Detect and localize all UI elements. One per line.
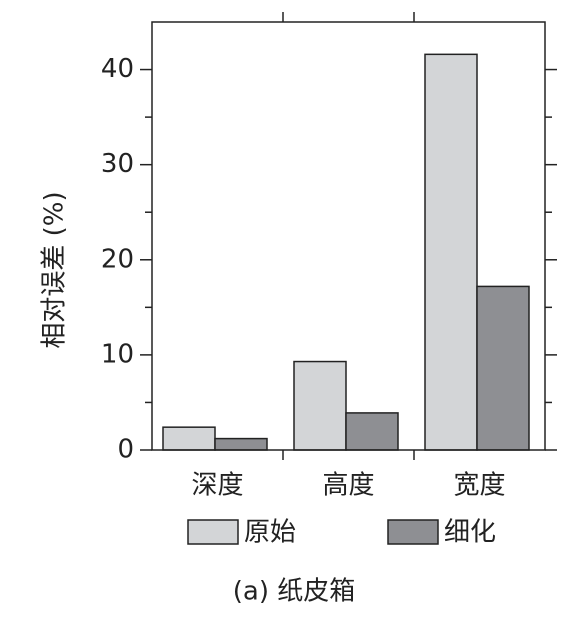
bar xyxy=(476,285,530,451)
y-tick-label: 20 xyxy=(101,244,134,274)
y-tick-label: 30 xyxy=(101,149,134,179)
y-tick-label: 0 xyxy=(117,435,134,465)
x-tick-label: 宽度 xyxy=(453,471,505,501)
bar xyxy=(162,426,216,451)
x-tick-label: 高度 xyxy=(322,471,374,501)
legend-swatch xyxy=(387,519,439,545)
x-tick-label: 深度 xyxy=(191,471,243,501)
y-axis-label: 相对误差 (%) xyxy=(40,191,70,348)
legend-swatch xyxy=(187,519,239,545)
caption: (a) 纸皮箱 xyxy=(233,577,356,607)
bar xyxy=(293,360,347,451)
bar xyxy=(345,412,399,451)
bar xyxy=(214,437,268,451)
y-tick-label: 40 xyxy=(101,54,134,84)
y-tick-label: 10 xyxy=(101,339,134,369)
plot-frame xyxy=(151,21,546,451)
bar xyxy=(424,53,478,451)
legend-label: 原始 xyxy=(244,518,296,548)
legend-label: 细化 xyxy=(444,518,496,548)
